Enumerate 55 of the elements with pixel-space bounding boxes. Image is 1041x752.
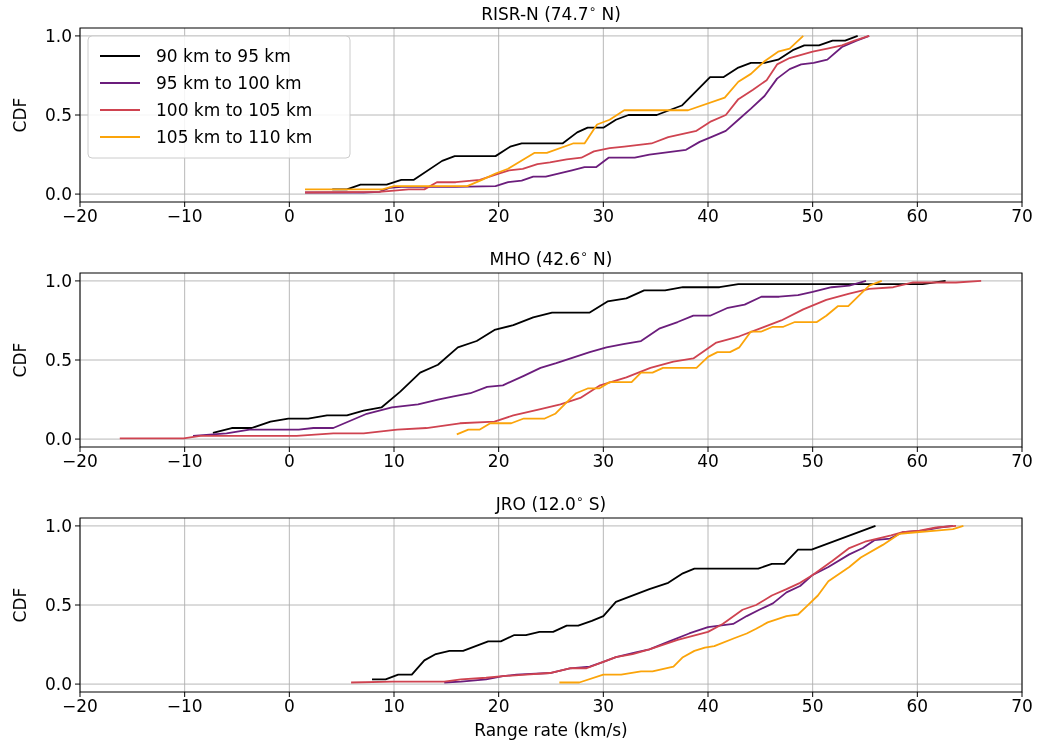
x-tick-label: 30 (592, 696, 615, 716)
x-tick-label: 10 (383, 206, 405, 226)
chart-title: RISR-N (74.7$^{∘}$ N) (481, 2, 621, 24)
y-tick-label: 0.0 (44, 429, 72, 450)
line-series (350, 525, 957, 684)
x-tick-label: 30 (592, 451, 615, 471)
x-tick-label: 20 (487, 696, 510, 716)
x-tick-label: 70 (1011, 206, 1033, 226)
y-axis-title: CDF (10, 97, 30, 133)
x-tick-label: 30 (592, 206, 615, 226)
x-tick-label: 0 (283, 206, 295, 226)
legend-label: 90 km to 95 km (156, 45, 291, 66)
y-tick-label: 0.0 (44, 184, 72, 205)
x-tick-label: 0 (283, 451, 295, 471)
y-axis-title: CDF (10, 342, 30, 378)
x-tick-label: 50 (801, 206, 824, 226)
x-tick-label: 0 (283, 696, 295, 716)
x-tick-label: 40 (697, 206, 719, 226)
chart-title: JRO (12.0$^{∘}$ S) (494, 492, 607, 514)
y-tick-label: 0.5 (44, 104, 72, 125)
x-tick-label: 60 (906, 451, 929, 471)
line-series (558, 525, 965, 684)
y-tick-label: 1.0 (44, 25, 72, 46)
x-tick-label: −10 (166, 451, 203, 471)
x-axis-title: Range rate (km/s) (474, 720, 628, 740)
x-tick-label: −20 (62, 696, 98, 716)
y-tick-label: 0.5 (44, 594, 72, 615)
x-tick-label: 40 (697, 696, 719, 716)
legend-label: 100 km to 105 km (156, 99, 313, 120)
chart-title: MHO (42.6$^{∘}$ N) (489, 247, 613, 269)
x-tick-label: 60 (906, 696, 929, 716)
x-tick-label: 50 (801, 696, 824, 716)
x-tick-label: −10 (166, 696, 203, 716)
line-series (455, 280, 883, 436)
y-tick-label: 0.0 (44, 674, 72, 695)
x-tick-label: 20 (487, 206, 510, 226)
legend-label: 95 km to 100 km (156, 72, 302, 93)
x-tick-label: 70 (1011, 451, 1033, 471)
line-series (371, 525, 877, 681)
legend-label: 105 km to 110 km (156, 126, 313, 147)
x-tick-label: −20 (62, 206, 98, 226)
y-tick-label: 1.0 (44, 270, 72, 291)
line-series (118, 280, 983, 440)
y-axis-title: CDF (10, 587, 30, 623)
x-tick-label: 60 (906, 206, 929, 226)
x-tick-label: 10 (383, 451, 405, 471)
x-tick-label: −20 (62, 451, 98, 471)
y-tick-label: 1.0 (44, 515, 72, 536)
x-tick-label: −10 (166, 206, 203, 226)
x-tick-label: 20 (487, 451, 510, 471)
x-tick-label: 40 (697, 451, 719, 471)
x-tick-label: 70 (1011, 696, 1033, 716)
y-tick-label: 0.5 (44, 349, 72, 370)
x-tick-label: 10 (383, 696, 405, 716)
x-tick-label: 50 (801, 451, 824, 471)
